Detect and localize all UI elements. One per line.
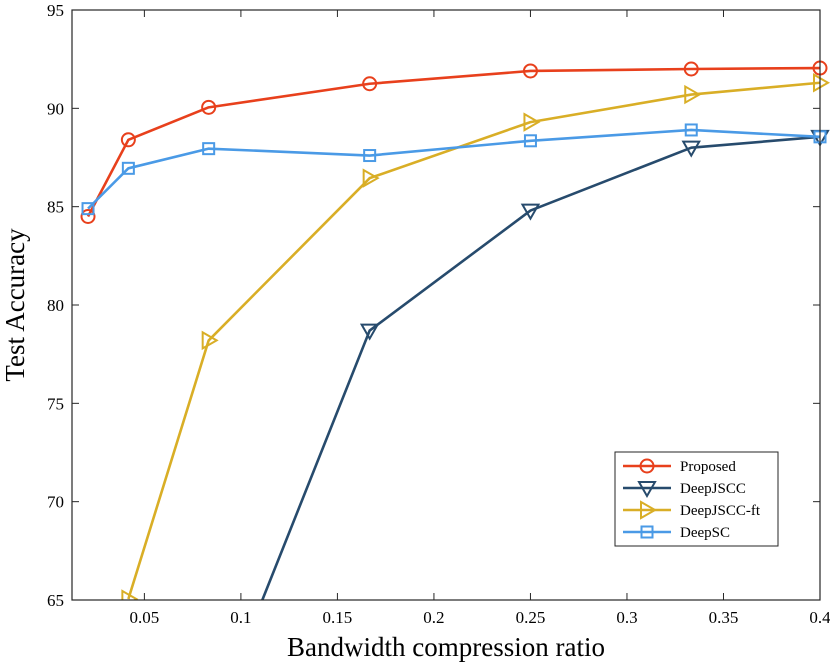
y-axis-title: Test Accuracy	[0, 228, 30, 382]
legend-marker-proposed	[639, 458, 655, 474]
data-point-deepsc	[81, 202, 95, 216]
x-tick-label: 0.4	[809, 608, 830, 627]
x-tick-label: 0.1	[230, 608, 251, 627]
series-line-deepjscc	[261, 135, 821, 600]
x-tick-label: 0.35	[709, 608, 739, 627]
legend-label-deepjscc-ft: DeepJSCC-ft	[680, 503, 761, 519]
data-point-deepsc	[202, 142, 216, 156]
y-tick-label: 70	[47, 493, 64, 512]
x-tick-label: 0.15	[323, 608, 353, 627]
data-point-deepsc	[684, 123, 698, 137]
legend-items: Proposed DeepJSCC DeepJSCC-ft DeepSC	[623, 458, 761, 541]
data-point-deepsc	[363, 149, 377, 163]
x-tick-label: 0.05	[130, 608, 160, 627]
series-line-deepjscc-ft	[127, 81, 821, 600]
data-point-proposed	[522, 63, 538, 79]
series-line-proposed	[86, 66, 821, 218]
data-point-proposed	[80, 209, 96, 224]
y-tick-label: 95	[47, 1, 64, 20]
data-point-deepjscc	[359, 323, 380, 341]
data-point-deepjscc-ft	[362, 168, 380, 188]
data-point-deepjscc-ft	[201, 330, 219, 351]
x-tick-label: 0.25	[516, 608, 546, 627]
data-point-proposed	[683, 61, 699, 77]
data-point-deepjscc	[520, 203, 541, 221]
data-point-deepjscc-ft	[121, 589, 139, 600]
legend-marker-deepjscc	[637, 481, 657, 499]
x-tick-label: 0.2	[423, 608, 444, 627]
legend-marker-deepjscc-ft	[640, 500, 658, 520]
y-tick-label: 85	[47, 198, 64, 217]
y-tick-label: 80	[47, 296, 64, 315]
series-layer	[80, 60, 830, 600]
data-point-proposed	[201, 99, 217, 115]
data-point-deepjscc-ft	[523, 112, 541, 132]
data-point-deepsc	[523, 134, 537, 148]
y-tick-label: 65	[47, 591, 64, 610]
y-tick-label: 75	[47, 394, 64, 413]
y-tick-label: 90	[47, 99, 64, 118]
x-tick-label: 0.3	[616, 608, 637, 627]
data-point-proposed	[362, 76, 378, 92]
ticks-layer: 0.05 0.1 0.15 0.2 0.25 0.3 0.35 0.4 65 70 75 80 85 90…	[47, 1, 830, 627]
data-point-deepjscc-ft	[813, 73, 830, 93]
legend-label-deepsc: DeepSC	[680, 525, 730, 541]
x-axis-title: Bandwidth compression ratio	[287, 632, 605, 662]
data-point-proposed	[120, 132, 136, 148]
series-line-deepsc	[87, 128, 821, 210]
legend-marker-deepsc	[640, 525, 654, 539]
legend-label-proposed: Proposed	[680, 459, 736, 475]
data-point-deepjscc	[681, 140, 701, 158]
legend-label-deepjscc: DeepJSCC	[680, 481, 746, 497]
legend: Proposed DeepJSCC DeepJSCC-ft DeepSC	[614, 451, 779, 547]
data-point-deepjscc-ft	[684, 84, 702, 105]
data-point-deepsc	[121, 161, 135, 175]
